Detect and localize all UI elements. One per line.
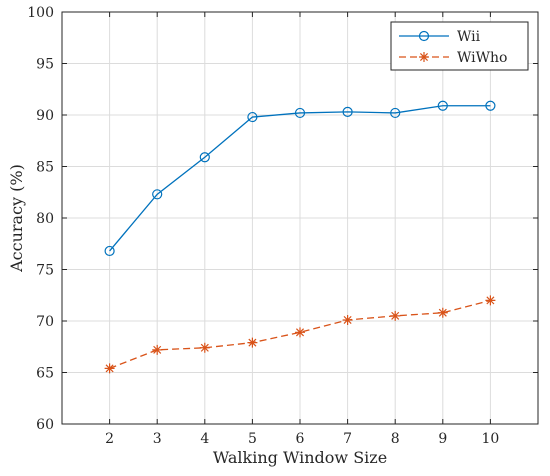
y-tick-label: 90 [36, 108, 54, 124]
x-tick-label: 4 [200, 431, 209, 447]
data-point [437, 307, 448, 318]
data-point [390, 107, 401, 119]
series-line [109, 105, 491, 252]
data-point [152, 189, 163, 200]
ticks: 60 65 70 75 80 85 90 95 100 2 3 4 5 6 7 8 9 10 [27, 5, 538, 447]
x-tick-label: 7 [343, 431, 352, 447]
y-tick-label: 85 [36, 160, 54, 176]
series-layer [104, 100, 496, 374]
data-point [152, 344, 163, 355]
grid [62, 11, 538, 425]
data-point [437, 100, 448, 111]
y-tick-label: 95 [36, 57, 54, 73]
data-point [295, 327, 305, 338]
series-wiwho [104, 295, 496, 374]
y-tick-label: 70 [36, 314, 54, 330]
data-point [199, 152, 210, 163]
data-point [342, 314, 353, 325]
data-point [247, 337, 258, 348]
y-axis-title: Accuracy (%) [7, 164, 26, 273]
legend-box [390, 21, 529, 71]
data-point [247, 111, 258, 123]
data-point [342, 106, 353, 118]
x-tick-label: 6 [296, 431, 305, 447]
y-tick-label: 75 [36, 263, 54, 279]
y-tick-label: 80 [36, 211, 54, 227]
x-tick-label: 10 [481, 431, 499, 447]
data-point [294, 107, 306, 119]
x-tick-label: 3 [153, 431, 162, 447]
x-tick-label: 2 [105, 431, 114, 447]
data-point [104, 245, 115, 257]
series-line [109, 299, 491, 369]
legend-marker [418, 30, 430, 42]
y-tick-label: 100 [27, 5, 54, 21]
x-tick-label: 9 [438, 431, 447, 447]
legend-label: WiWho [457, 50, 507, 66]
series-wii [104, 100, 496, 257]
legend-item: Wii [399, 29, 481, 45]
x-axis-title: Walking Window Size [213, 448, 387, 467]
y-tick-label: 65 [36, 366, 54, 382]
data-point [390, 310, 401, 321]
x-tick-label: 8 [391, 431, 400, 447]
y-tick-label: 60 [36, 417, 54, 433]
data-point [485, 295, 496, 306]
legend-marker [419, 52, 429, 62]
legend-label: Wii [457, 29, 481, 45]
data-point [199, 342, 210, 353]
data-point [485, 100, 496, 111]
x-tick-label: 5 [248, 431, 257, 447]
legend: Wii WiWho [390, 21, 529, 71]
legend-item: WiWho [399, 50, 507, 66]
data-point [104, 363, 115, 374]
